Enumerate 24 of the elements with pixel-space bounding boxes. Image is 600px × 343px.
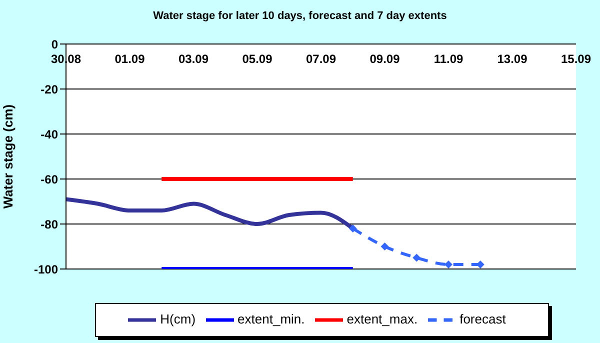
point	[444, 260, 452, 268]
y-tick-label: -20	[40, 82, 58, 96]
x-tick-label: 15.09	[560, 52, 592, 66]
point	[380, 242, 389, 250]
y-tick-label: -60	[40, 172, 58, 186]
legend-label: extent_max.	[346, 311, 418, 326]
y-tick-label: -100	[34, 262, 58, 276]
legend-label: extent_min.	[238, 311, 305, 326]
y-tick-label: -40	[40, 127, 58, 142]
x-tick-label: 13.09	[497, 52, 528, 66]
y-tick-label: -80	[40, 217, 58, 232]
x-tick-label: 07.09	[306, 52, 336, 66]
x-tick-label: 03.09	[178, 52, 209, 66]
x-tick-label: 11.09	[434, 52, 464, 66]
point	[412, 254, 421, 262]
x-tick-label: 01.09	[114, 52, 146, 66]
legend-label: forecast	[460, 311, 506, 326]
x-tick-label: 05.09	[242, 52, 273, 66]
y-tick-label: 0	[51, 37, 58, 52]
chart-title: Water stage for later 10 days, forecast and 7 day extents	[152, 10, 448, 22]
legend-label: H(cm)	[160, 311, 196, 326]
x-tick-label: 09.09	[370, 52, 400, 66]
y-axis-title: Water stage (cm)	[0, 104, 16, 209]
point	[348, 224, 357, 232]
